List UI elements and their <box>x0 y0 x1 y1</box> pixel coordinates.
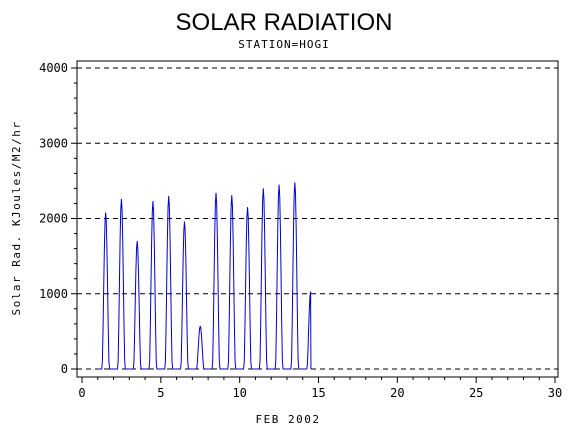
y-tick-label-4000: 4000 <box>39 61 68 75</box>
x-axis-label: FEB 2002 <box>256 413 321 426</box>
series-day-12 <box>271 184 287 370</box>
y-axis-ticks: 0 1000 2000 3000 4000 <box>39 61 77 376</box>
series-day-5 <box>160 195 177 370</box>
series-day-6 <box>176 221 193 370</box>
chart-title: SOLAR RADIATION <box>176 9 393 36</box>
y-tick-label-2000: 2000 <box>39 212 68 226</box>
x-tick-label-25: 25 <box>469 386 483 400</box>
y-tick-label-0: 0 <box>61 362 68 376</box>
y-tick-label-3000: 3000 <box>39 136 68 150</box>
series-day-3 <box>129 241 146 370</box>
series-day-13 <box>286 182 303 370</box>
x-tick-label-20: 20 <box>390 386 404 400</box>
x-tick-label-30: 30 <box>548 386 562 400</box>
series-day-4 <box>145 201 161 370</box>
x-tick-label-10: 10 <box>232 386 246 400</box>
series-layer <box>97 182 312 370</box>
series-day-11 <box>255 188 272 370</box>
y-tick-label-1000: 1000 <box>39 287 68 301</box>
series-day-7 <box>192 325 209 370</box>
x-axis-ticks: 0 5 10 15 20 25 30 <box>78 377 562 400</box>
series-day-10 <box>239 207 256 370</box>
y-axis-label: Solar Rad. KJoules/M2/hr <box>10 121 23 316</box>
series-day-8 <box>208 192 224 370</box>
x-tick-label-5: 5 <box>157 386 164 400</box>
x-tick-label-15: 15 <box>311 386 325 400</box>
series-day-1 <box>97 212 114 370</box>
series-day-14 <box>302 291 312 370</box>
x-tick-label-0: 0 <box>78 386 85 400</box>
grid-lines <box>77 67 558 370</box>
series-day-9 <box>223 195 240 370</box>
series-day-2 <box>113 198 130 370</box>
chart-subtitle: STATION=HOGI <box>238 38 329 51</box>
